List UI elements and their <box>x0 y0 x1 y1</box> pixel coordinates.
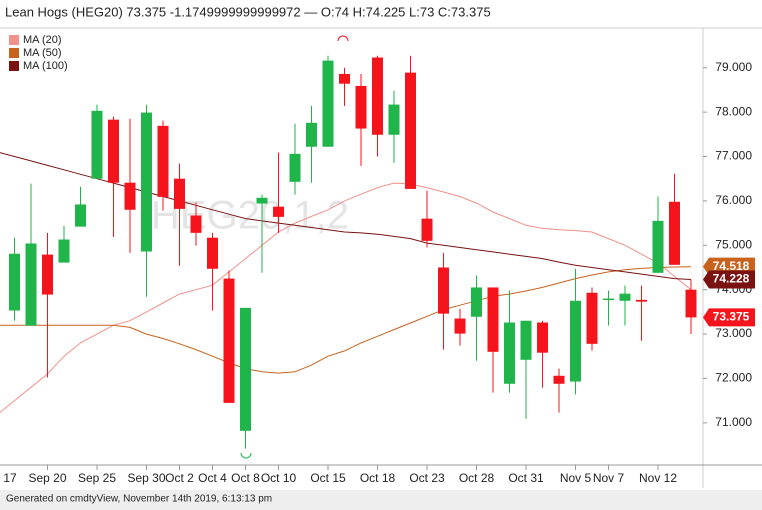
x-tick-label: Oct 10 <box>261 471 297 485</box>
candle-body <box>108 119 119 183</box>
footer-bar <box>0 490 762 510</box>
candle-body <box>553 375 565 384</box>
candle-body <box>471 287 482 317</box>
candle-body <box>256 197 268 204</box>
candle-body <box>603 298 614 301</box>
candle-body <box>652 220 664 273</box>
chart-title: Lean Hogs (HEG20) 73.375 -1.174999999999… <box>5 4 491 19</box>
candle-body <box>372 57 383 135</box>
x-tick-label: Oct 2 <box>165 471 194 485</box>
x-tick-label: 17 <box>3 471 17 485</box>
candle-body <box>58 239 70 263</box>
x-tick-label: Nov 5 <box>560 471 592 485</box>
candle-body <box>157 125 169 197</box>
candle-body <box>438 267 449 314</box>
candle-body <box>124 182 136 210</box>
footer: Generated on cmdtyView, November 14th 20… <box>6 494 272 505</box>
x-tick-label: Sep 25 <box>78 471 116 485</box>
candle-body <box>240 307 251 431</box>
candle-body <box>223 278 235 403</box>
y-tick-label: 73.000 <box>715 326 752 340</box>
x-tick-label: Oct 28 <box>459 471 495 485</box>
candle-body <box>669 201 680 265</box>
candle-body <box>339 73 350 84</box>
candle-body <box>636 299 647 302</box>
candle-body <box>42 254 53 295</box>
candle-body <box>487 287 499 352</box>
y-tick-label: 76.000 <box>715 193 752 207</box>
x-tick-label: Oct 15 <box>310 471 346 485</box>
x-tick-label: Nov 7 <box>593 471 625 485</box>
candle-body <box>25 243 37 326</box>
legend-label: MA (50) <box>23 47 62 59</box>
legend-swatch <box>9 35 19 45</box>
x-tick-label: Oct 23 <box>409 471 445 485</box>
candle-body <box>306 122 317 147</box>
y-tick-label: 71.000 <box>715 415 752 429</box>
y-tick-label: 72.000 <box>715 371 752 385</box>
plot-area <box>0 55 697 449</box>
candle-body <box>454 318 466 334</box>
candle-body <box>75 204 86 227</box>
candle-body <box>91 110 103 179</box>
candle-body <box>190 215 202 233</box>
y-tick-label: 75.000 <box>715 237 752 251</box>
candle-body <box>685 289 697 318</box>
candle-body <box>322 60 334 147</box>
value-tag-label: 73.375 <box>713 310 750 324</box>
value-tag <box>703 270 755 289</box>
legend-swatch <box>9 61 19 71</box>
candle-body <box>405 72 416 189</box>
x-tick-label: Oct 18 <box>360 471 396 485</box>
x-tick-label: Oct 31 <box>508 471 544 485</box>
candle-body <box>504 322 515 384</box>
y-tick-label: 79.000 <box>715 60 752 74</box>
low-marker <box>240 452 252 459</box>
candle-body <box>570 300 581 382</box>
y-tick-label: 77.000 <box>715 149 752 163</box>
x-tick-label: Nov 12 <box>639 471 677 485</box>
candle-body <box>520 320 532 360</box>
candle-body <box>207 237 218 269</box>
x-tick-label: Oct 8 <box>231 471 260 485</box>
high-marker <box>337 35 349 42</box>
candle-body <box>586 292 598 344</box>
candle-body <box>388 104 400 135</box>
value-tag <box>703 308 755 327</box>
legend-label: MA (100) <box>23 60 68 72</box>
candle-body <box>9 253 20 311</box>
candle-body <box>273 206 284 217</box>
legend-swatch <box>9 48 19 58</box>
candle-body <box>174 178 185 209</box>
x-tick-label: Sep 30 <box>127 471 165 485</box>
value-tag-label: 74.228 <box>713 272 750 286</box>
x-tick-label: Sep 20 <box>28 471 66 485</box>
candle-body <box>141 112 152 252</box>
value-tag-label: 74.518 <box>713 259 750 273</box>
candle-body <box>619 293 631 301</box>
candle-body <box>537 322 548 353</box>
legend-label: MA (20) <box>23 34 62 46</box>
y-tick-label: 78.000 <box>715 104 752 118</box>
candle-body <box>289 153 301 182</box>
x-tick-label: Oct 4 <box>198 471 227 485</box>
candle-body <box>421 218 433 241</box>
candle-body <box>355 85 367 129</box>
